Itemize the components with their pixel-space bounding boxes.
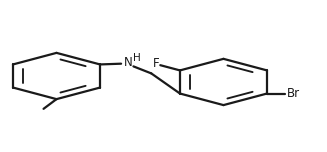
Text: H: H: [133, 53, 141, 63]
Text: F: F: [153, 57, 160, 71]
Text: N: N: [124, 56, 133, 69]
Text: Br: Br: [287, 87, 301, 100]
